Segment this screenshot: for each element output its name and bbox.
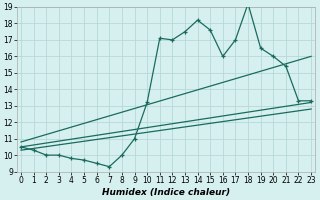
X-axis label: Humidex (Indice chaleur): Humidex (Indice chaleur) bbox=[102, 188, 230, 197]
